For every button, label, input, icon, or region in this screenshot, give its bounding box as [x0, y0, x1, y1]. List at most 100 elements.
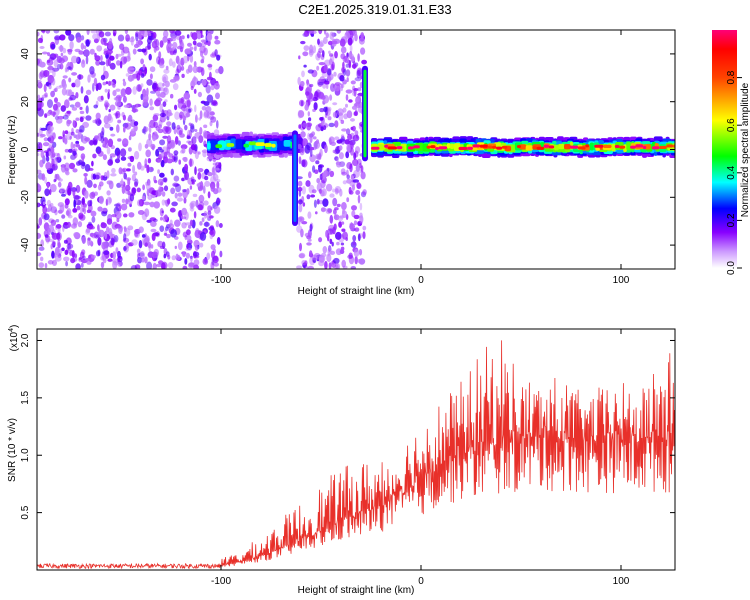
noise-blob [297, 186, 303, 192]
x-tick-label: 100 [613, 275, 630, 286]
noise-blob [166, 233, 171, 239]
noise-blob [61, 193, 66, 197]
noise-blob [98, 195, 104, 205]
noise-blob [78, 212, 84, 219]
noise-blob [196, 31, 202, 40]
noise-blob [317, 38, 320, 45]
noise-blob [123, 56, 128, 64]
noise-blob [180, 215, 184, 219]
noise-blob [199, 221, 203, 226]
noise-blob [37, 225, 40, 229]
noise-blob [155, 149, 160, 157]
noise-blob [107, 258, 113, 262]
noise-blob [162, 135, 168, 139]
noise-blob [308, 93, 315, 102]
noise-blob [71, 107, 78, 111]
signal-cell [396, 146, 403, 150]
noise-blob [94, 174, 100, 180]
noise-blob [201, 40, 207, 48]
noise-blob [157, 178, 164, 186]
noise-blob [39, 133, 46, 138]
noise-blob [161, 262, 166, 269]
noise-blob [130, 265, 138, 269]
noise-blob [345, 89, 353, 94]
noise-blob [46, 182, 50, 189]
noise-blob [190, 200, 197, 207]
noise-blob [69, 135, 72, 140]
noise-blob [146, 164, 150, 174]
noise-blob [189, 205, 195, 212]
noise-blob [163, 30, 169, 38]
noise-blob [216, 120, 219, 129]
noise-blob [203, 110, 210, 118]
noise-blob [329, 170, 335, 178]
noise-blob [345, 94, 349, 101]
noise-blob [191, 32, 198, 41]
noise-blob [339, 249, 345, 254]
noise-blob [307, 211, 312, 219]
noise-blob [197, 151, 201, 155]
noise-blob [122, 167, 127, 173]
noise-blob [190, 179, 197, 183]
noise-blob [79, 110, 85, 115]
noise-blob [109, 126, 114, 131]
noise-blob [177, 192, 183, 197]
spectrogram-region-signal_band [207, 131, 303, 159]
noise-blob [84, 137, 90, 142]
noise-blob [166, 115, 170, 121]
noise-blob [336, 139, 343, 144]
colorbar-tick-label: 0.6 [726, 118, 737, 132]
noise-blob [102, 154, 107, 161]
noise-blob [64, 148, 70, 153]
noise-blob [315, 160, 320, 165]
noise-blob [67, 61, 71, 67]
noise-blob [203, 221, 210, 227]
noise-blob [137, 48, 143, 53]
noise-blob [110, 173, 117, 177]
noise-blob [141, 48, 147, 53]
noise-blob [184, 258, 188, 265]
noise-blob [360, 32, 365, 39]
noise-blob [325, 183, 333, 192]
noise-blob [98, 31, 105, 38]
spectrogram-region-noise [296, 30, 367, 269]
noise-blob [198, 194, 205, 203]
noise-blob [324, 144, 328, 154]
noise-blob [84, 176, 88, 185]
signal-cell [614, 144, 620, 148]
noise-blob [185, 247, 192, 251]
noise-blob [159, 172, 165, 178]
noise-blob [130, 128, 136, 134]
noise-blob [210, 261, 215, 269]
noise-blob [177, 140, 181, 146]
signal-cell [611, 143, 616, 152]
noise-blob [62, 114, 69, 120]
noise-blob [219, 250, 223, 258]
noise-blob [172, 182, 179, 188]
signal-cell [449, 143, 455, 149]
noise-blob [186, 243, 189, 249]
noise-blob [350, 118, 355, 122]
noise-blob [333, 257, 340, 264]
noise-blob [181, 35, 185, 40]
noise-blob [75, 184, 81, 193]
noise-blob [206, 94, 214, 103]
noise-blob [73, 194, 80, 200]
noise-blob [140, 73, 145, 78]
noise-blob [358, 248, 363, 256]
noise-blob [300, 80, 305, 87]
noise-blob [80, 42, 85, 50]
noise-blob [53, 59, 59, 68]
noise-blob [182, 114, 186, 121]
noise-blob [95, 60, 101, 66]
colorbar-label: Normalized spectral amplitude [740, 82, 750, 217]
noise-blob [329, 193, 335, 198]
noise-blob [45, 162, 52, 170]
signal-cell [472, 144, 481, 148]
noise-blob [196, 183, 201, 187]
signal-cell [501, 145, 508, 149]
noise-blob [181, 207, 188, 216]
noise-blob [189, 158, 192, 168]
noise-blob [67, 181, 73, 190]
noise-blob [46, 148, 51, 152]
